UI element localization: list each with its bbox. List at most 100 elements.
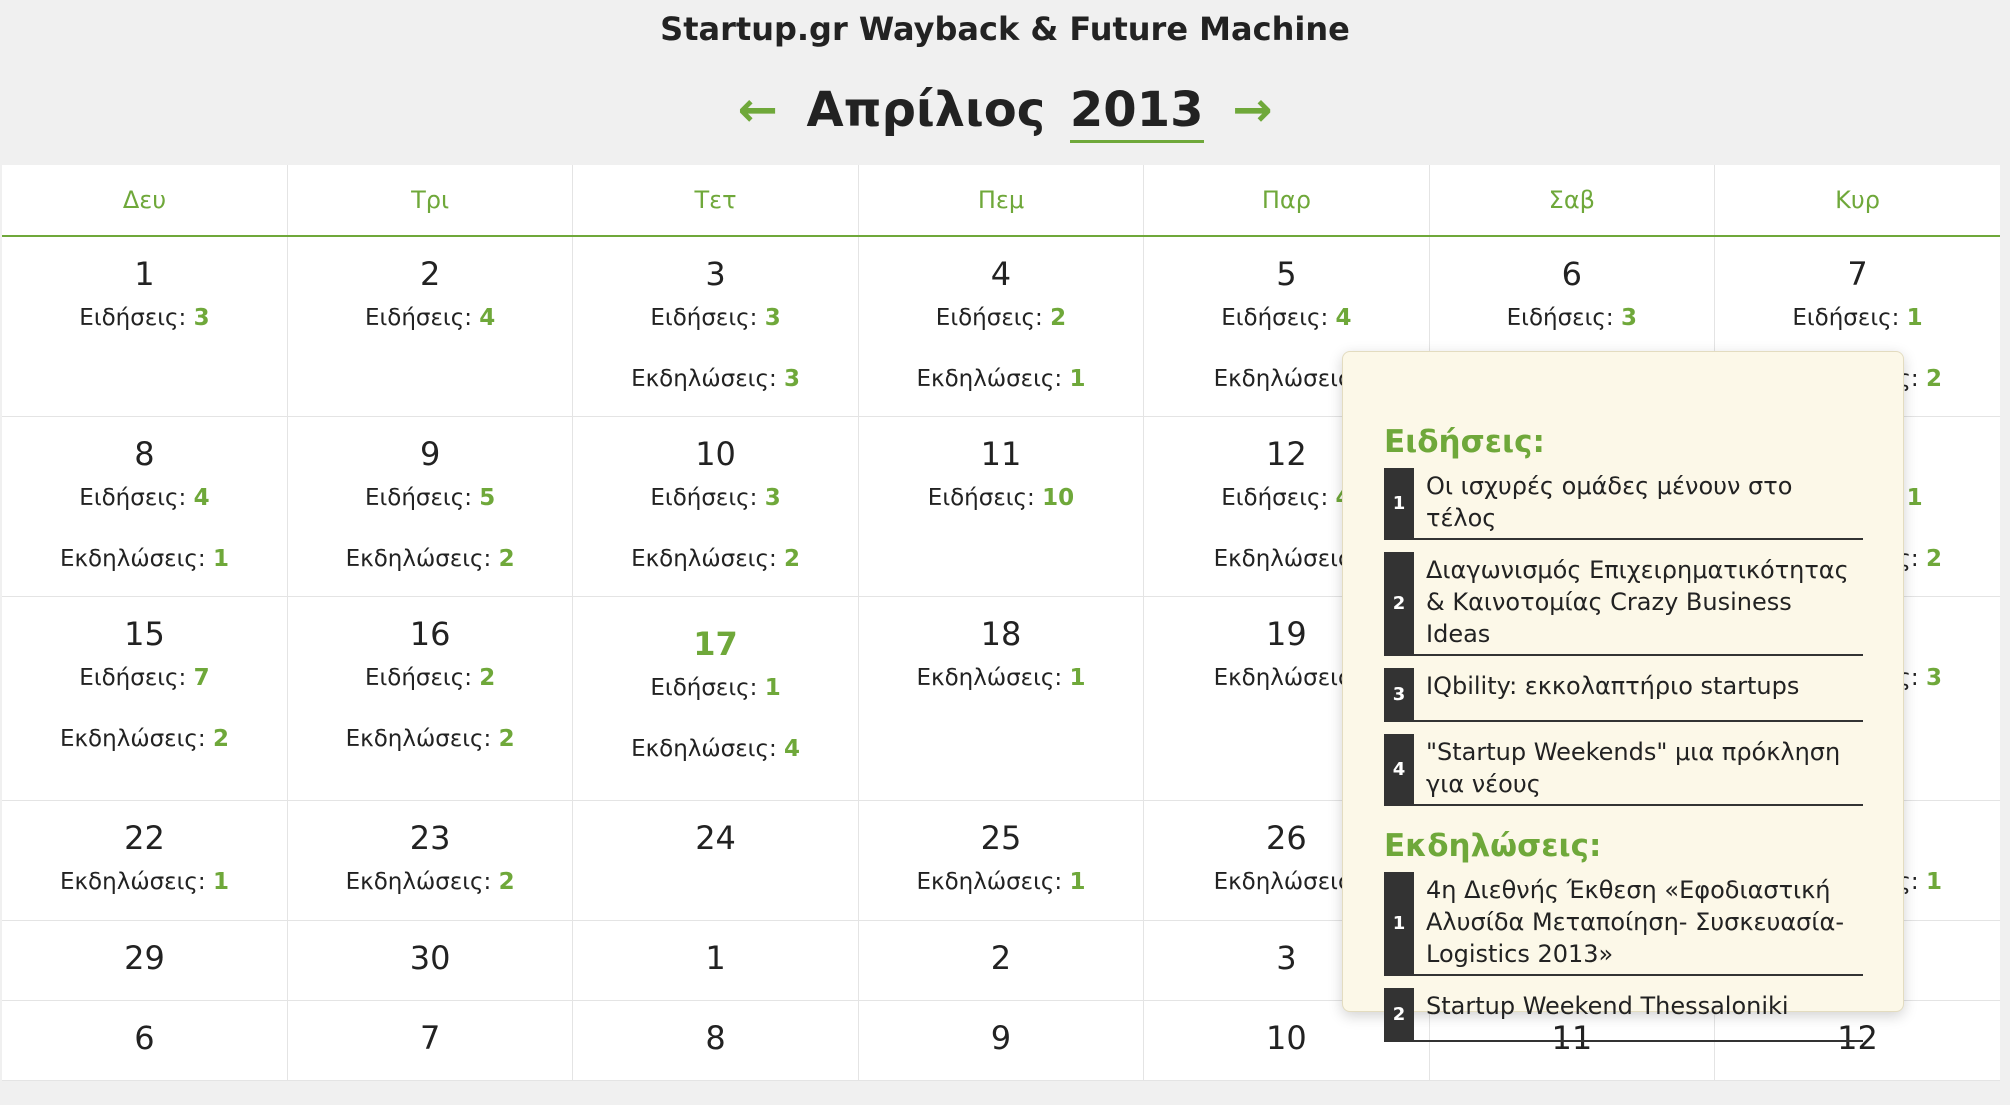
news-count-link[interactable]: Ειδήσεις: 2 bbox=[859, 305, 1143, 331]
day-number: 3 bbox=[705, 255, 726, 293]
events-count-link[interactable]: Εκδηλώσεις: bbox=[1144, 366, 1428, 392]
popup-news-item[interactable]: 2 Διαγωνισμός Επιχειρηματικότητας & Καινο… bbox=[1384, 552, 1863, 656]
calendar-day-cell[interactable]: 22 Εκδηλώσεις: 1 bbox=[2, 800, 288, 921]
calendar-day-cell[interactable]: 10 Ειδήσεις: 3 Εκδηλώσεις: 2 bbox=[572, 416, 859, 597]
day-number: 10 bbox=[1266, 1019, 1307, 1057]
news-count-link[interactable]: Ειδήσεις: 7 bbox=[2, 665, 287, 691]
calendar-day-cell[interactable]: 2 Ειδήσεις: 4 bbox=[287, 236, 574, 417]
calendar-day-cell[interactable]: 1 bbox=[572, 920, 859, 1001]
news-count-link[interactable]: Ειδήσεις: 3 bbox=[1430, 305, 1714, 331]
calendar-day-cell[interactable]: 1 Ειδήσεις: 3 bbox=[2, 236, 288, 417]
calendar-day-cell[interactable]: 3 Ειδήσεις: 3 Εκδηλώσεις: 3 bbox=[572, 236, 859, 417]
events-label: Εκδηλώσεις: bbox=[916, 665, 1063, 691]
calendar-day-cell[interactable]: 2 bbox=[858, 920, 1145, 1001]
item-number-badge: 3 bbox=[1384, 668, 1414, 720]
day-number: 2 bbox=[990, 939, 1012, 977]
month-label: Απρίλιος bbox=[806, 82, 1046, 138]
calendar-day-cell[interactable]: 9 bbox=[858, 1000, 1145, 1081]
calendar-day-cell[interactable]: 15 Ειδήσεις: 7 Εκδηλώσεις: 2 bbox=[2, 596, 288, 801]
popup-news-item[interactable]: 4 "Startup Weekends" μια πρόκληση για νέο… bbox=[1384, 734, 1863, 806]
day-number: 11 bbox=[1551, 1019, 1593, 1057]
popup-event-item[interactable]: 2 Startup Weekend Thessaloniki bbox=[1384, 988, 1863, 1042]
day-number: 8 bbox=[705, 1019, 726, 1057]
events-count: 1 bbox=[1069, 665, 1086, 691]
calendar-day-cell[interactable]: 6 bbox=[2, 1000, 288, 1081]
day-number: 26 bbox=[1266, 819, 1307, 857]
calendar-day-cell[interactable]: 11 Ειδήσεις: 10 bbox=[858, 416, 1145, 597]
day-number: 8 bbox=[134, 435, 155, 473]
events-count-link[interactable]: Εκδηλώσεις: 2 bbox=[288, 546, 572, 572]
calendar-day-cell[interactable]: 18 Εκδηλώσεις: 1 bbox=[858, 596, 1145, 801]
events-count-link[interactable]: Εκδηλώσεις: 1 bbox=[2, 546, 287, 572]
calendar-day-cell[interactable]: 29 bbox=[2, 920, 288, 1001]
events-count-link[interactable]: Εκδηλώσεις: 3 bbox=[573, 366, 857, 392]
calendar-day-cell[interactable]: 30 bbox=[287, 920, 574, 1001]
events-count-link[interactable]: Εκδηλώσεις: 2 bbox=[2, 726, 287, 752]
events-count-link[interactable]: Εκδηλώσεις: bbox=[1144, 869, 1428, 895]
events-label: Εκδηλώσεις: bbox=[1213, 546, 1360, 572]
day-number: 9 bbox=[419, 435, 441, 473]
calendar-day-cell[interactable]: 4 Ειδήσεις: 2 Εκδηλώσεις: 1 bbox=[858, 236, 1145, 417]
calendar-day-cell[interactable]: 23 Εκδηλώσεις: 2 bbox=[287, 800, 574, 921]
events-count: 1 bbox=[1925, 869, 1942, 895]
events-count-link[interactable]: Εκδηλώσεις: 2 bbox=[573, 546, 857, 572]
news-label: Ειδήσεις: bbox=[1506, 305, 1614, 331]
events-label: Εκδηλώσεις: bbox=[59, 726, 206, 752]
popup-news-item[interactable]: 1 Οι ισχυρές ομάδες μένουν στο τέλος bbox=[1384, 468, 1863, 540]
news-label: Ειδήσεις: bbox=[364, 305, 472, 331]
events-count-link[interactable]: Εκδηλώσεις: 1 bbox=[859, 366, 1143, 392]
day-number: 24 bbox=[695, 819, 736, 857]
news-label: Ειδήσεις: bbox=[650, 485, 758, 511]
events-label: Εκδηλώσεις: bbox=[631, 736, 777, 762]
prev-month-arrow-icon[interactable]: ← bbox=[737, 82, 778, 138]
day-number: 6 bbox=[134, 1019, 155, 1057]
events-count-link[interactable]: Εκδηλώσεις: 1 bbox=[2, 869, 287, 895]
events-count-link[interactable]: Εκδηλώσεις: 2 bbox=[288, 726, 572, 752]
events-count-link[interactable]: Εκδηλώσεις: 2 bbox=[288, 869, 572, 895]
item-number-badge: 2 bbox=[1384, 552, 1414, 654]
news-count: 10 bbox=[1042, 485, 1075, 511]
calendar-day-cell[interactable]: 16 Ειδήσεις: 2 Εκδηλώσεις: 2 bbox=[287, 596, 574, 801]
calendar-day-cell[interactable]: 24 bbox=[572, 800, 859, 921]
events-count: 2 bbox=[498, 869, 515, 895]
events-count-link[interactable]: Εκδηλώσεις: bbox=[1144, 665, 1428, 691]
news-count-link[interactable]: Ειδήσεις: 4 bbox=[1144, 305, 1428, 331]
calendar-day-cell[interactable]: 10 bbox=[1143, 1000, 1430, 1081]
news-count: 3 bbox=[764, 485, 781, 511]
news-label: Ειδήσεις: bbox=[650, 675, 758, 701]
events-count-link[interactable]: Εκδηλώσεις: bbox=[1144, 546, 1428, 572]
day-number: 30 bbox=[409, 939, 451, 977]
news-count-link[interactable]: Ειδήσεις: 3 bbox=[573, 485, 857, 511]
day-number: 12 bbox=[1266, 435, 1307, 473]
next-month-arrow-icon[interactable]: → bbox=[1232, 82, 1273, 138]
site-title: Startup.gr Wayback & Future Machine bbox=[660, 10, 1350, 48]
events-count-link[interactable]: Εκδηλώσεις: 4 bbox=[573, 736, 857, 762]
news-count-link[interactable]: Ειδήσεις: 1 bbox=[1715, 305, 2000, 331]
popup-news-item[interactable]: 3 IQbility: εκκολαπτήριο startups bbox=[1384, 668, 1863, 722]
news-count-link[interactable]: Ειδήσεις: 5 bbox=[288, 485, 572, 511]
news-count-link[interactable]: Ειδήσεις: 2 bbox=[288, 665, 572, 691]
calendar-day-cell[interactable]: 9 Ειδήσεις: 5 Εκδηλώσεις: 2 bbox=[287, 416, 574, 597]
news-count-link[interactable]: Ειδήσεις: 1 bbox=[573, 675, 857, 701]
calendar-day-cell[interactable]: 25 Εκδηλώσεις: 1 bbox=[858, 800, 1145, 921]
popup-event-item[interactable]: 1 4η Διεθνής Έκθεση «Εφοδιαστική Αλυσίδα … bbox=[1384, 872, 1863, 976]
events-count-link[interactable]: Εκδηλώσεις: 1 bbox=[859, 665, 1143, 691]
weekday-header: Πεμ bbox=[858, 165, 1145, 237]
news-count-link[interactable]: Ειδήσεις: 4 bbox=[2, 485, 287, 511]
events-count: 1 bbox=[212, 546, 229, 572]
calendar-day-cell[interactable]: 7 bbox=[287, 1000, 574, 1081]
news-count-link[interactable]: Ειδήσεις: 3 bbox=[573, 305, 857, 331]
calendar-day-cell[interactable]: 8 bbox=[572, 1000, 859, 1081]
news-count-link[interactable]: Ειδήσεις: 10 bbox=[859, 485, 1143, 511]
events-count: 1 bbox=[1069, 366, 1086, 392]
events-count: 3 bbox=[1925, 665, 1942, 691]
calendar-day-cell[interactable]: 17 Ειδήσεις: 1 Εκδηλώσεις: 4 bbox=[572, 596, 859, 801]
news-count: 4 bbox=[479, 305, 496, 331]
calendar-day-cell[interactable]: 8 Ειδήσεις: 4 Εκδηλώσεις: 1 bbox=[2, 416, 288, 597]
events-count-link[interactable]: Εκδηλώσεις: 1 bbox=[859, 869, 1143, 895]
news-count-link[interactable]: Ειδήσεις: 3 bbox=[2, 305, 287, 331]
news-count: 1 bbox=[1906, 485, 1923, 511]
year-link[interactable]: 2013 bbox=[1069, 82, 1204, 143]
news-count-link[interactable]: Ειδήσεις: 4 bbox=[288, 305, 572, 331]
weekday-header: Σαβ bbox=[1429, 165, 1716, 237]
